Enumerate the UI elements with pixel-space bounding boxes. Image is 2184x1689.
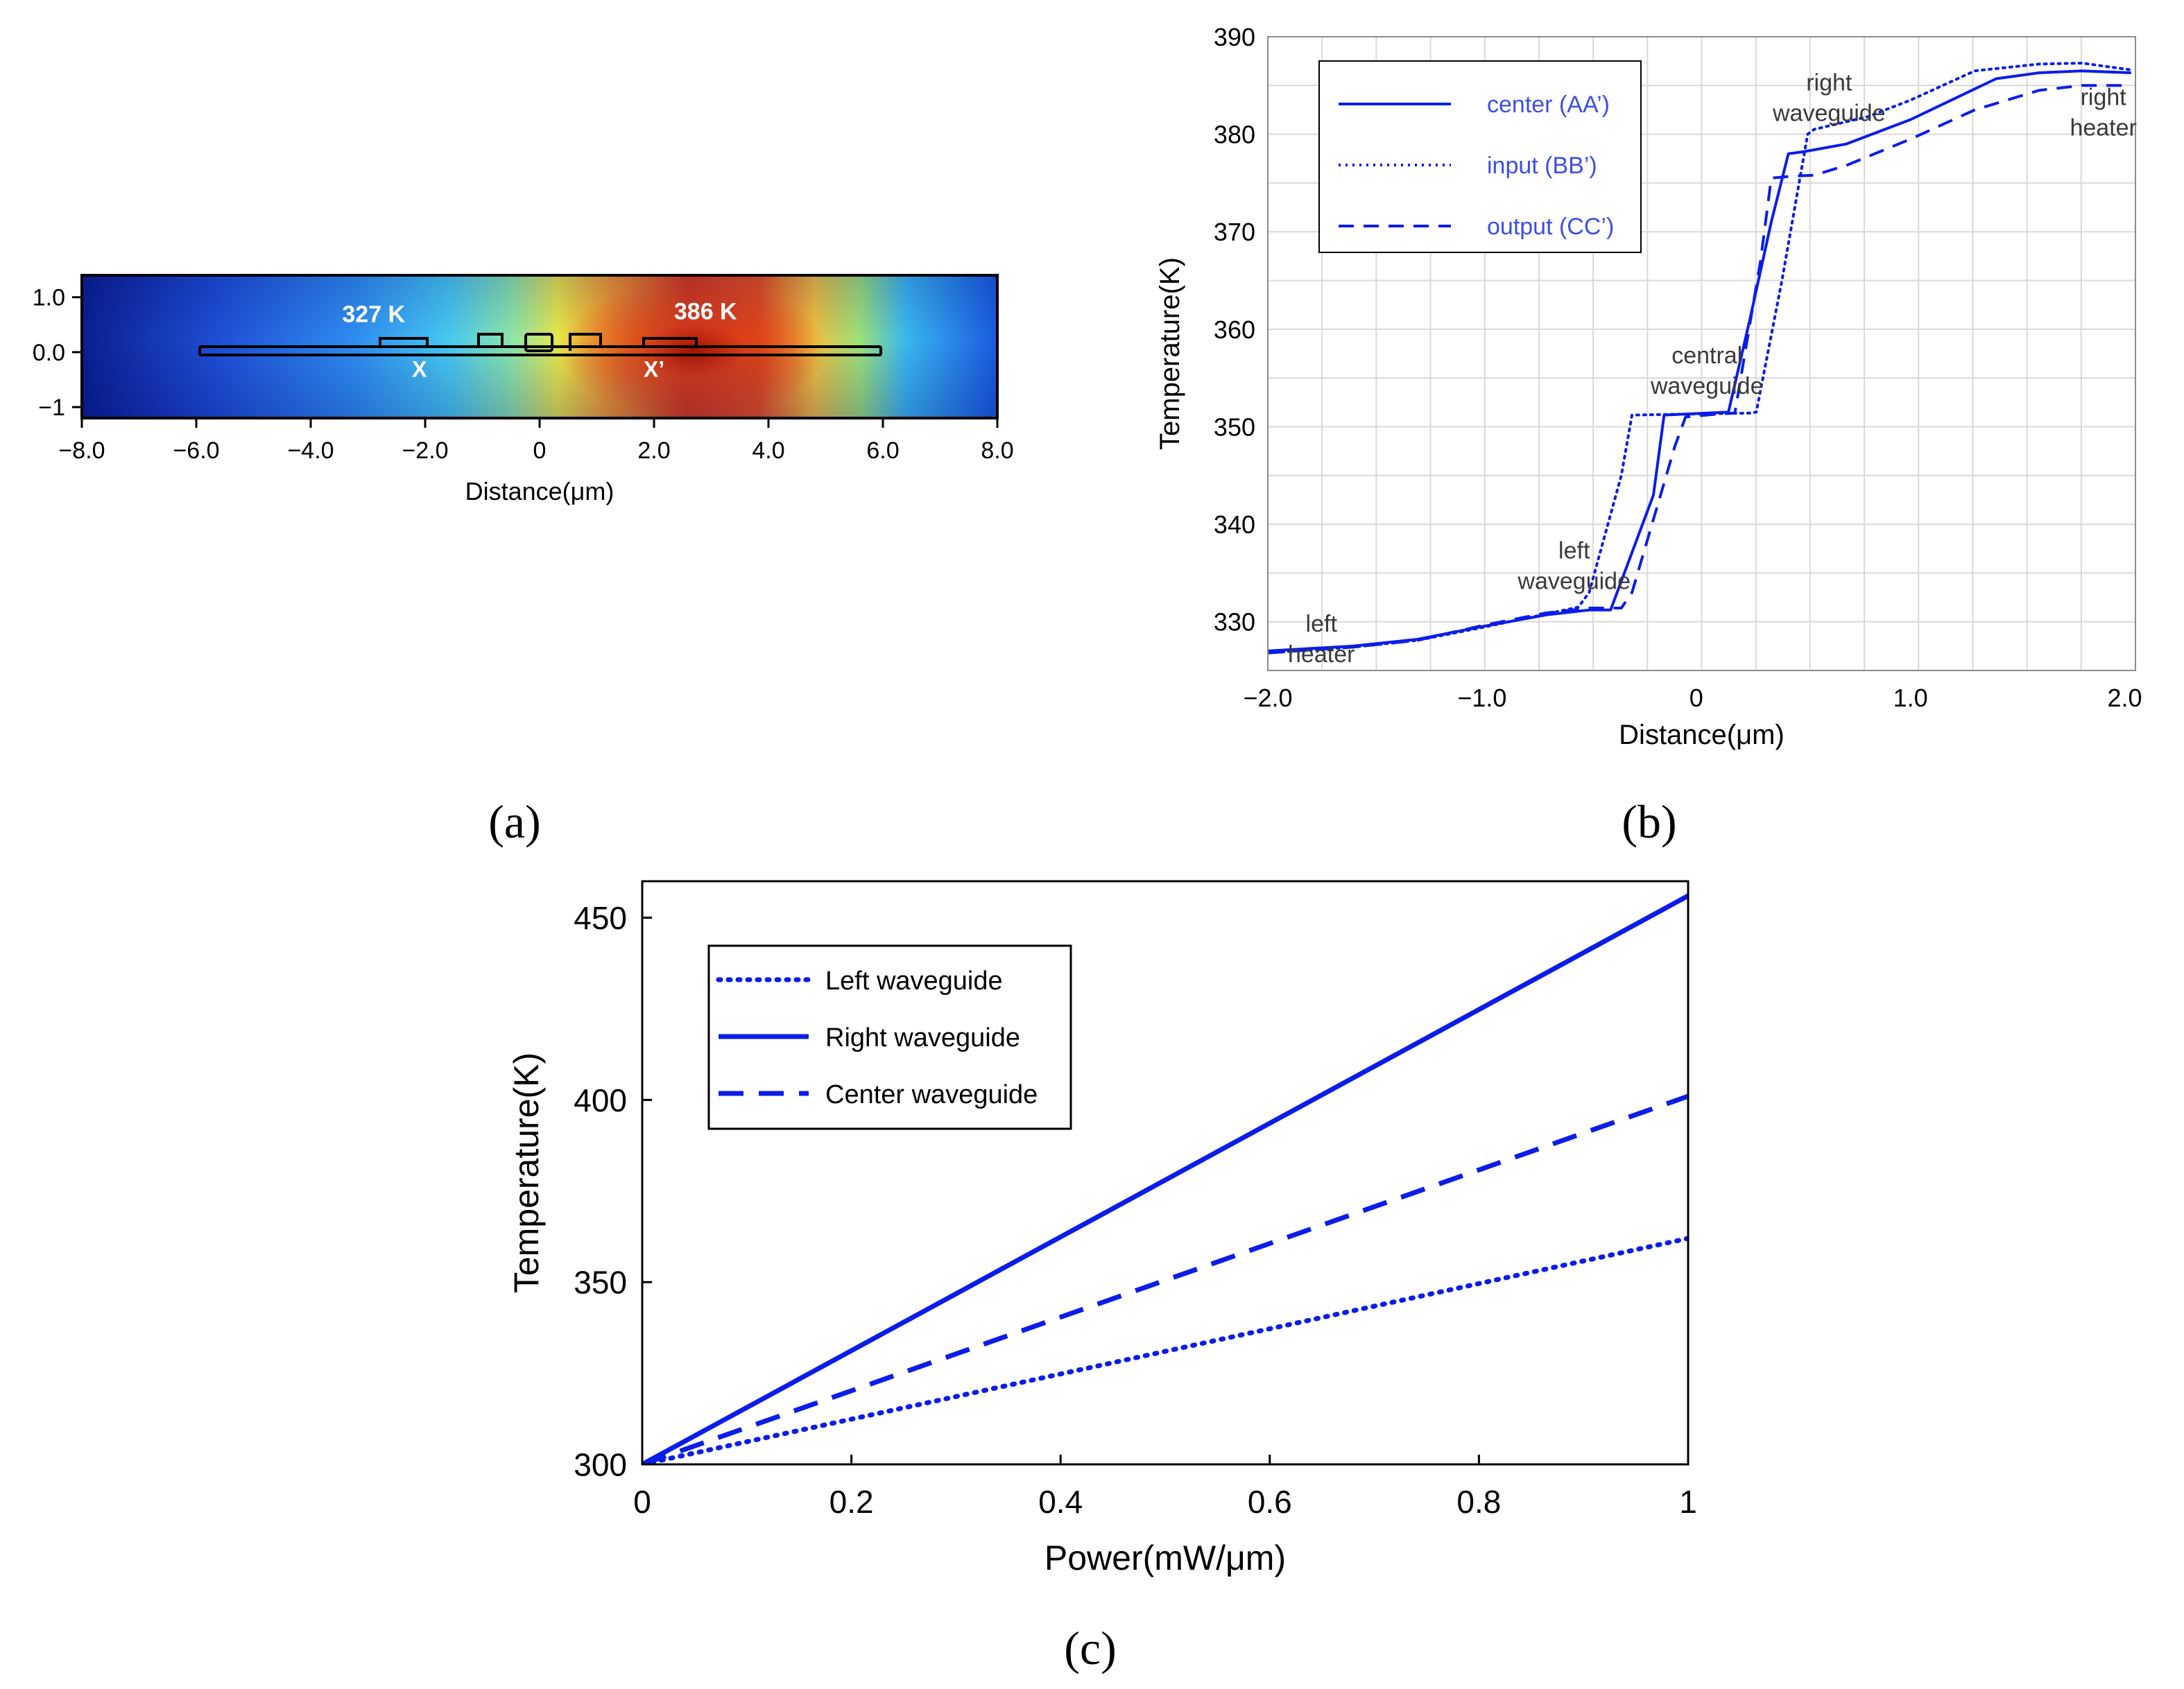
x-tick-label-a: 6.0 (866, 438, 899, 464)
annotation-text: waveguide (1517, 568, 1631, 594)
legend-label-c: Right waveguide (825, 1023, 1020, 1053)
annotation-text: central (1671, 343, 1742, 369)
y-tick-label-a: 1.0 (33, 285, 65, 311)
panel-c-line-chart: 0 0.2 0.4 0.6 0.8 1 300 350 400 450 Power(mW/μm) Te… (507, 880, 1697, 1577)
series-line-b-2 (1268, 62, 2133, 655)
legend-label-c: Center waveguide (825, 1080, 1038, 1109)
y-tick-label-b: 360 (1214, 315, 1255, 344)
panel-b-line-chart: −2.0 −1.0 0 1.0 2.0 330 340 350 360 370 380 390 Dist… (1155, 23, 2142, 750)
x-tick-label-a: 8.0 (981, 438, 1013, 464)
legend-label-c: Left waveguide (825, 967, 1003, 996)
panel-label-b: (b) (1622, 795, 1676, 848)
x-tick-label-a: −8.0 (58, 438, 105, 464)
x-tick-label-a: 0 (533, 438, 547, 464)
x-marker: X (412, 357, 427, 382)
annotation-text: right (2081, 84, 2127, 110)
annotation-text: left (1558, 537, 1590, 564)
x-prime-marker: X’ (644, 357, 664, 382)
legend-label-b: output (CC’) (1487, 214, 1614, 240)
annotation-text: heater (1288, 641, 1355, 668)
x-tick-label-c: 0.2 (829, 1484, 874, 1520)
plot-frame-c (641, 880, 1689, 1466)
annotation-text: left (1306, 611, 1338, 637)
y-axis-label-c: Temperature(K) (507, 1053, 546, 1293)
annotation-text: right (1806, 69, 1852, 96)
y-tick-label-b: 340 (1214, 510, 1255, 539)
panel-label-a: (a) (488, 795, 540, 848)
y-tick-label-a: 0.0 (33, 340, 65, 366)
panel-a-heatmap: 327 K 386 K X X’ −8.0 −6.0 −4.0 −2.0 0 2.0 4.0 6.0… (33, 274, 1014, 505)
x-tick-label-a: −2.0 (402, 438, 448, 464)
plot-frame-b (1267, 36, 2136, 671)
annotation-text: heater (2070, 114, 2136, 141)
x-tick-label-a: −4.0 (287, 438, 334, 464)
x-tick-label-b: −2.0 (1243, 684, 1292, 712)
y-tick-label-c: 350 (574, 1265, 627, 1301)
y-tick-label-c: 300 (574, 1447, 627, 1483)
annotation-text: waveguide (1650, 373, 1764, 399)
x-tick-label-c: 1 (1679, 1484, 1697, 1520)
x-tick-label-a: −6.0 (173, 438, 219, 464)
series-line-c-2 (642, 893, 1688, 1464)
y-axis-label-b: Temperature(K) (1155, 257, 1185, 450)
series-line-b-3 (1268, 84, 2131, 655)
y-tick-label-a: −1 (38, 395, 65, 421)
x-tick-label-a: 4.0 (752, 438, 784, 464)
y-tick-label-c: 400 (574, 1082, 627, 1118)
x-tick-label-c: 0.6 (1248, 1484, 1292, 1520)
max-temp-label: 386 K (674, 298, 737, 324)
series-line-c-1 (642, 1236, 1688, 1464)
x-tick-label-c: 0 (633, 1484, 651, 1520)
x-axis-label-a: Distance(μm) (465, 477, 614, 505)
y-tick-label-b: 390 (1214, 23, 1255, 51)
y-tick-label-c: 450 (574, 900, 627, 936)
x-tick-label-c: 0.4 (1038, 1484, 1083, 1520)
waveguide-outline (198, 333, 882, 356)
x-tick-label-b: −1.0 (1457, 684, 1506, 712)
legend-label-b: input (BB’) (1487, 153, 1597, 179)
min-temp-label: 327 K (342, 301, 405, 327)
y-tick-label-b: 380 (1214, 121, 1255, 149)
x-axis-label-b: Distance(μm) (1619, 720, 1785, 750)
x-tick-label-b: 2.0 (2108, 684, 2142, 712)
legend-box-b (1318, 60, 1642, 253)
legend-label-b: center (AA’) (1487, 92, 1610, 118)
x-tick-label-a: 2.0 (637, 438, 670, 464)
panel-label-c: (c) (1064, 1622, 1116, 1674)
y-tick-label-b: 330 (1214, 608, 1255, 636)
y-tick-label-b: 350 (1214, 413, 1255, 441)
x-tick-label-b: 0 (1689, 684, 1703, 712)
series-line-c-3 (642, 1093, 1688, 1464)
y-tick-label-b: 370 (1214, 218, 1255, 246)
x-tick-label-c: 0.8 (1456, 1484, 1501, 1520)
x-tick-label-b: 1.0 (1893, 684, 1928, 712)
annotation-text: waveguide (1772, 100, 1886, 126)
x-axis-label-c: Power(mW/μm) (1044, 1539, 1286, 1577)
